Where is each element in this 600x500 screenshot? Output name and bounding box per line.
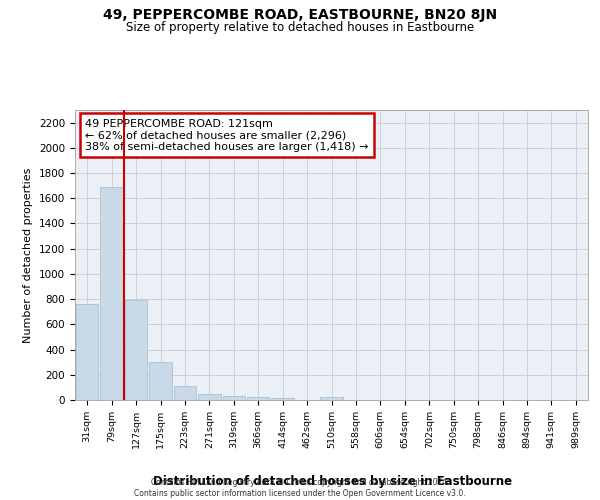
- Bar: [173, 386, 196, 400]
- Bar: [247, 397, 269, 400]
- Text: Distribution of detached houses by size in Eastbourne: Distribution of detached houses by size …: [154, 474, 512, 488]
- Bar: [125, 300, 148, 400]
- Bar: [320, 397, 343, 400]
- Bar: [76, 304, 98, 400]
- Bar: [149, 362, 172, 400]
- Bar: [271, 398, 294, 400]
- Bar: [100, 187, 123, 400]
- Bar: [223, 396, 245, 400]
- Text: Size of property relative to detached houses in Eastbourne: Size of property relative to detached ho…: [126, 21, 474, 34]
- Text: Contains HM Land Registry data © Crown copyright and database right 2024.
Contai: Contains HM Land Registry data © Crown c…: [134, 478, 466, 498]
- Bar: [198, 394, 221, 400]
- Text: 49 PEPPERCOMBE ROAD: 121sqm
← 62% of detached houses are smaller (2,296)
38% of : 49 PEPPERCOMBE ROAD: 121sqm ← 62% of det…: [85, 118, 369, 152]
- Text: 49, PEPPERCOMBE ROAD, EASTBOURNE, BN20 8JN: 49, PEPPERCOMBE ROAD, EASTBOURNE, BN20 8…: [103, 8, 497, 22]
- Y-axis label: Number of detached properties: Number of detached properties: [23, 168, 34, 342]
